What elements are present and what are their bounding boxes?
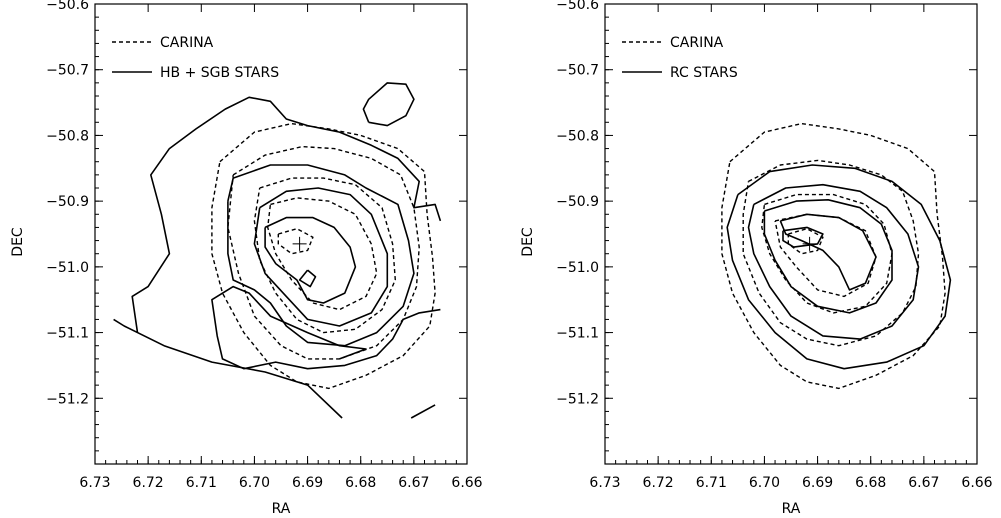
contour-line-solid (782, 226, 824, 248)
left-xlabel: RA (272, 501, 291, 517)
contour-line-dashed (277, 227, 314, 255)
contour-line-solid (362, 82, 415, 127)
contour-line-dashed (742, 159, 920, 347)
y-tick-label: −51.1 (46, 326, 89, 342)
contour-line-solid (298, 269, 317, 288)
y-tick-label: −50.9 (46, 194, 89, 210)
contour-line-solid (747, 183, 920, 340)
y-tick-label: −50.8 (556, 128, 599, 144)
contour-line-solid (131, 96, 442, 333)
x-tick-label: 6.71 (186, 475, 217, 491)
legend-label-carina: CARINA (670, 35, 724, 51)
left-contour-panel: 6.73 6.72 6.71 6.70 6.69 6.68 6.67 6.66 −50.6 −50… (10, 0, 483, 517)
x-tick-label: 6.68 (855, 475, 886, 491)
x-tick-label: 6.71 (696, 475, 727, 491)
y-tick-label: −51.2 (46, 391, 89, 407)
x-tick-label: 6.69 (802, 475, 833, 491)
contour-line-dashed (721, 122, 946, 390)
y-tick-label: −50.7 (46, 63, 89, 79)
contour-line-solid (726, 164, 952, 370)
x-tick-label: 6.73 (79, 475, 110, 491)
x-tick-label: 6.72 (133, 475, 164, 491)
legend-label-rc: RC STARS (670, 65, 738, 81)
y-tick-label: −51.0 (46, 260, 89, 276)
left-plot-frame (94, 3, 468, 465)
x-tick-label: 6.67 (908, 475, 939, 491)
legend-label-hb-sgb: HB + SGB STARS (160, 65, 279, 81)
left-contours (113, 82, 442, 419)
x-tick-label: 6.70 (239, 475, 270, 491)
right-ylabel: DEC (520, 227, 536, 257)
contour-line-solid (763, 199, 893, 314)
left-center-marker (292, 236, 307, 251)
left-ticks (94, 3, 468, 465)
contour-line-solid (264, 216, 357, 304)
x-tick-label: 6.67 (398, 475, 429, 491)
right-plot-frame (604, 3, 978, 465)
x-tick-label: 6.73 (589, 475, 620, 491)
y-tick-label: −50.6 (46, 0, 89, 13)
contour-line-dashed (267, 197, 378, 311)
x-tick-label: 6.70 (749, 475, 780, 491)
contour-line-solid (211, 285, 441, 370)
legend-label-carina: CARINA (160, 35, 214, 51)
contour-line-solid (253, 187, 389, 327)
right-xlabel: RA (782, 501, 801, 517)
y-tick-label: −50.9 (556, 194, 599, 210)
right-ticks (604, 3, 978, 465)
right-contour-panel: 6.73 6.72 6.71 6.70 6.69 6.68 6.67 6.66 −50.6 −50… (520, 0, 993, 517)
y-tick-label: −51.2 (556, 391, 599, 407)
x-tick-label: 6.69 (292, 475, 323, 491)
right-center-marker (802, 236, 817, 251)
left-ylabel: DEC (10, 227, 26, 257)
contour-line-solid (410, 404, 436, 419)
y-tick-label: −51.0 (556, 260, 599, 276)
left-tick-labels: 6.73 6.72 6.71 6.70 6.69 6.68 6.67 6.66 −50.6 −50… (46, 0, 483, 491)
contour-line-solid (113, 318, 343, 419)
contour-line-dashed (774, 213, 877, 298)
contour-line-solid (779, 213, 877, 291)
x-tick-label: 6.68 (345, 475, 376, 491)
contour-line-solid (227, 164, 415, 347)
x-tick-label: 6.66 (451, 475, 482, 491)
y-tick-label: −50.7 (556, 63, 599, 79)
right-legend: CARINA RC STARS (622, 35, 738, 81)
right-tick-labels: 6.73 6.72 6.71 6.70 6.69 6.68 6.67 6.66 −50.6 −50… (556, 0, 993, 491)
right-contours (721, 122, 952, 390)
y-tick-label: −51.1 (556, 326, 599, 342)
x-tick-label: 6.66 (961, 475, 992, 491)
contour-line-dashed (211, 122, 436, 390)
x-tick-label: 6.72 (643, 475, 674, 491)
y-tick-label: −50.8 (46, 128, 89, 144)
left-legend: CARINA HB + SGB STARS (112, 35, 279, 81)
y-tick-label: −50.6 (556, 0, 599, 13)
